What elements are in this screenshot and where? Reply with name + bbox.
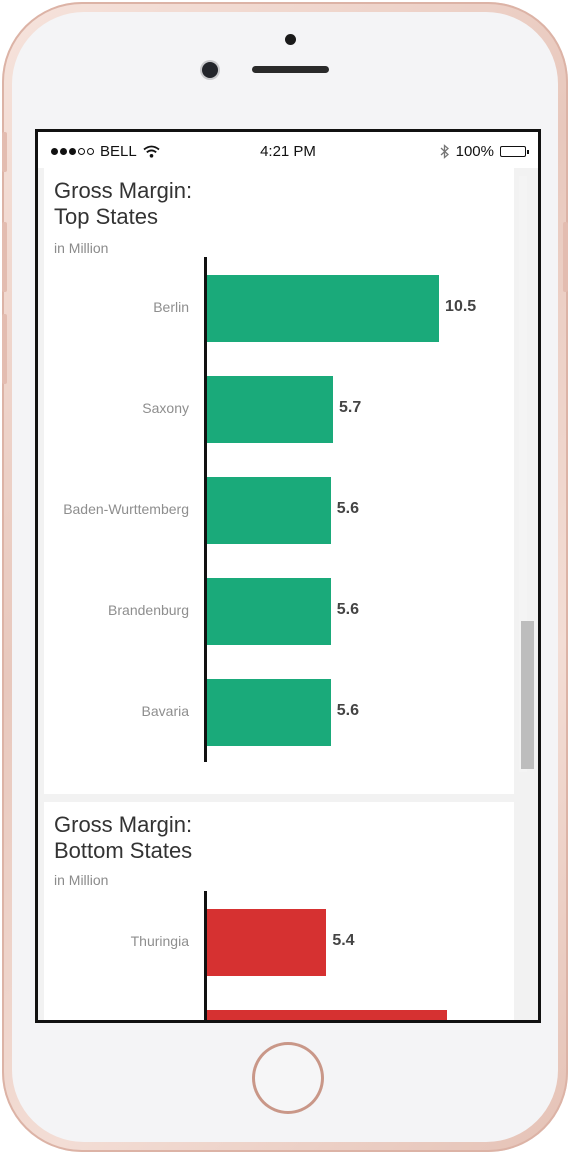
carrier-name: BELL <box>100 143 137 160</box>
bar[interactable] <box>207 375 333 443</box>
category-label: Bavaria <box>141 703 189 719</box>
battery-percent: 100% <box>455 143 494 160</box>
chart-subtitle: in Million <box>54 240 109 256</box>
chart-subtitle: in Million <box>54 872 109 888</box>
bar[interactable] <box>207 678 331 746</box>
chart-title-line1: Gross Margin: <box>54 178 193 203</box>
chart-title-line1: Gross Margin: <box>54 812 193 837</box>
phone-screen: BELL 4:21 PM 100% Gross Margin: Top Stat… <box>35 129 541 1023</box>
chart-axis <box>204 891 207 1020</box>
value-label: 5.4 <box>332 932 355 949</box>
category-label: Baden-Wurttemberg <box>63 501 189 517</box>
front-camera-icon <box>202 62 218 78</box>
bluetooth-icon <box>440 144 449 159</box>
volume-up-button <box>2 222 7 292</box>
scrollbar-track[interactable] <box>519 176 527 772</box>
bar-chart-bottom-states: Thuringia 5.4 <box>44 802 514 1020</box>
chart-title: Gross Margin: Bottom States <box>54 812 354 864</box>
value-label: 5.6 <box>336 500 359 517</box>
bar[interactable] <box>207 908 327 976</box>
category-label: Brandenburg <box>108 602 189 618</box>
mute-switch <box>2 132 7 172</box>
bar-partial[interactable] <box>207 1009 447 1020</box>
category-label: Saxony <box>142 400 189 416</box>
category-label: Berlin <box>153 299 189 315</box>
chart-card-bottom-states: Gross Margin: Bottom States in Million T… <box>44 802 514 1020</box>
category-label: Thuringia <box>130 933 189 949</box>
power-button <box>563 222 568 292</box>
value-label: 5.7 <box>338 399 362 416</box>
home-button[interactable] <box>252 1042 324 1114</box>
wifi-icon <box>143 145 160 158</box>
bar-chart-top-states: Berlin 10.5 Saxony 5.7 Baden-Wurttemberg 5.6 B… <box>44 168 514 794</box>
chart-axis <box>204 257 207 762</box>
battery-icon <box>500 146 529 157</box>
signal-strength-icon <box>51 148 94 155</box>
chart-title-line2: Top States <box>54 204 158 229</box>
chart-title-line2: Bottom States <box>54 838 193 863</box>
bar[interactable] <box>207 577 331 645</box>
chart-card-top-states: Gross Margin: Top States in Million Berl… <box>44 168 514 794</box>
scrollbar-thumb[interactable] <box>521 621 534 769</box>
value-label: 5.6 <box>336 601 359 618</box>
chart-title: Gross Margin: Top States <box>54 178 354 230</box>
bar[interactable] <box>207 476 331 544</box>
value-label: 5.6 <box>336 702 359 719</box>
status-bar: BELL 4:21 PM 100% <box>38 132 538 168</box>
volume-down-button <box>2 314 7 384</box>
earpiece-speaker <box>252 66 329 73</box>
bar[interactable] <box>207 274 440 342</box>
status-time: 4:21 PM <box>260 143 316 160</box>
proximity-sensor-icon <box>285 34 296 45</box>
value-label: 10.5 <box>445 298 477 315</box>
